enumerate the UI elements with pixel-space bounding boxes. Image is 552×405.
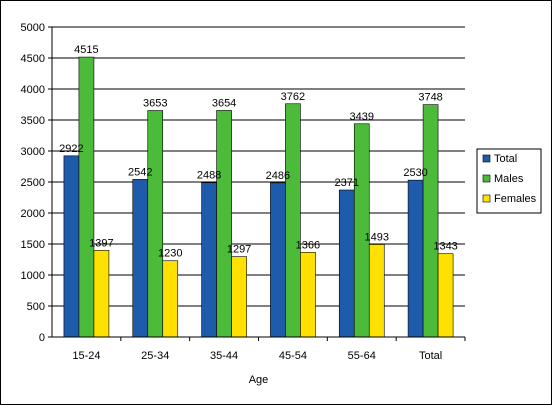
x-tick-label: 15-24 xyxy=(72,350,100,362)
y-axis-ticks: 0 500 1000 1500 2000 2500 3000 3500 4000 4500 5000 xyxy=(21,22,52,344)
y-tick-label: 0 xyxy=(39,332,45,344)
y-tick-label: 4500 xyxy=(21,53,45,65)
y-tick-label: 1500 xyxy=(21,239,45,251)
bar-total-55-64 xyxy=(338,189,355,338)
data-label: 2488 xyxy=(197,170,221,182)
data-label: 3762 xyxy=(281,91,305,103)
data-label: 1230 xyxy=(158,248,182,260)
bar-males-55-64 xyxy=(353,123,370,338)
data-label: 1397 xyxy=(89,237,113,249)
data-label: 2530 xyxy=(403,167,427,179)
bar-total-35-44 xyxy=(201,182,217,338)
x-tick-label: 35-44 xyxy=(210,350,238,362)
x-tick-label: 55-64 xyxy=(348,350,376,362)
data-label: 4515 xyxy=(74,44,98,56)
data-label: 3653 xyxy=(143,98,167,110)
x-tick-label: Total xyxy=(419,350,442,362)
bar-females-45-54 xyxy=(300,252,316,338)
legend-swatch-males xyxy=(482,174,491,183)
bar-males-35-44 xyxy=(216,110,232,338)
data-label: 2922 xyxy=(59,143,83,155)
legend: Total Males Females xyxy=(476,148,542,214)
bar-females-55-64 xyxy=(368,244,385,338)
bar-total-total xyxy=(407,179,424,338)
bar-total-45-54 xyxy=(270,182,286,338)
legend-label-total: Total xyxy=(494,153,517,165)
x-tick-label: 25-34 xyxy=(141,350,169,362)
data-label: 1366 xyxy=(296,239,320,251)
bar-total-25-34 xyxy=(132,179,149,338)
bar-females-35-44 xyxy=(231,256,247,338)
y-tick-label: 4000 xyxy=(21,84,45,96)
bars xyxy=(63,56,454,338)
bar-total-15-24 xyxy=(63,155,80,338)
data-label: 3748 xyxy=(418,92,442,104)
data-label: 2371 xyxy=(335,177,359,189)
x-axis-ticks: 15-24 25-34 35-44 45-54 55-64 Total xyxy=(72,337,466,362)
data-label: 1297 xyxy=(227,244,251,256)
x-tick-label: 45-54 xyxy=(279,350,307,362)
data-label: 1493 xyxy=(365,231,389,243)
legend-swatch-total xyxy=(482,154,491,163)
y-tick-label: 500 xyxy=(27,301,45,313)
bar-females-25-34 xyxy=(162,260,179,338)
bar-females-15-24 xyxy=(93,250,110,338)
bar-males-45-54 xyxy=(285,103,301,338)
data-label: 3439 xyxy=(350,111,374,123)
legend-swatch-females xyxy=(482,194,491,203)
bar-males-15-24 xyxy=(78,56,95,338)
data-label: 3654 xyxy=(212,97,236,109)
y-tick-label: 1000 xyxy=(21,270,45,282)
x-axis-title: Age xyxy=(249,374,269,386)
data-label: 1343 xyxy=(433,241,457,253)
y-tick-label: 3500 xyxy=(21,115,45,127)
legend-label-males: Males xyxy=(494,173,524,185)
y-tick-label: 2500 xyxy=(21,177,45,189)
bar-females-total xyxy=(437,253,454,338)
data-label: 2486 xyxy=(266,170,290,182)
data-label: 2542 xyxy=(128,166,152,178)
y-tick-label: 5000 xyxy=(21,22,45,34)
bar-males-25-34 xyxy=(147,110,164,338)
y-tick-label: 3000 xyxy=(21,146,45,158)
gridlines xyxy=(52,26,465,307)
y-tick-label: 2000 xyxy=(21,208,45,220)
bar-males-total xyxy=(422,104,439,338)
data-labels: 2922 4515 1397 2542 3653 1230 2488 3654 1297 2486… xyxy=(59,44,458,260)
legend-label-females: Females xyxy=(494,193,537,205)
